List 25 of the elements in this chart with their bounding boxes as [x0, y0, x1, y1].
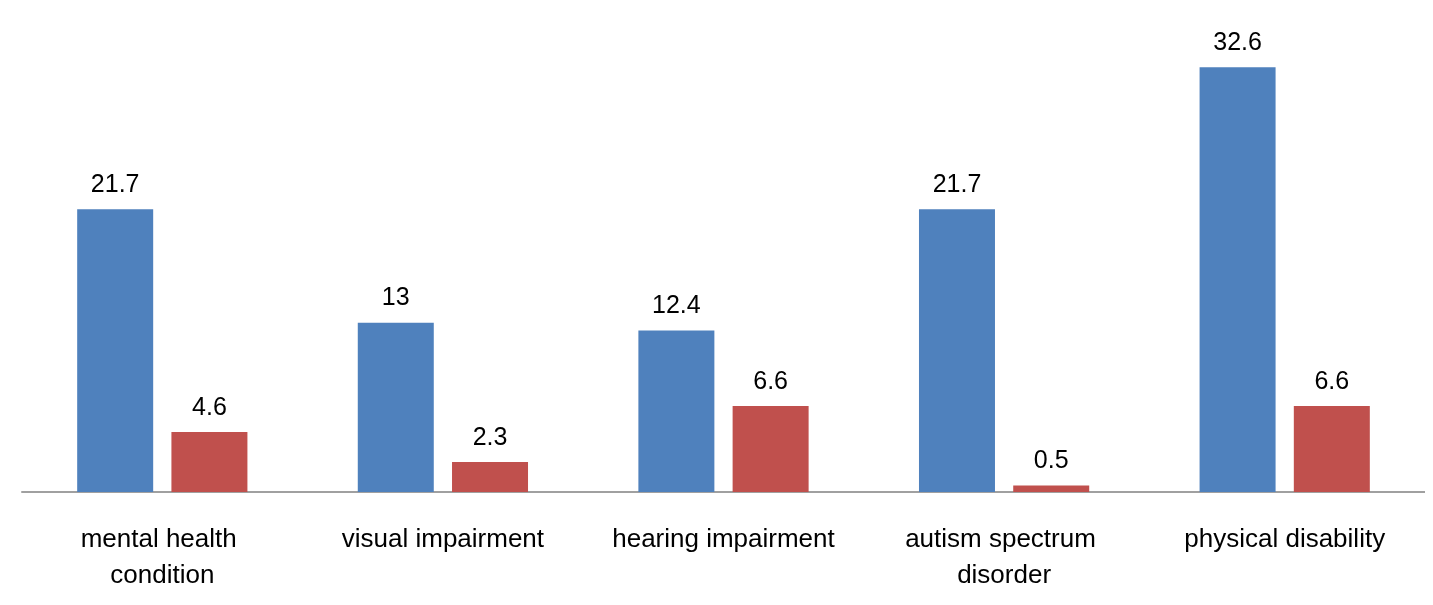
data-label: 21.7: [932, 168, 982, 197]
bar: [918, 209, 995, 492]
data-label: 21.7: [90, 168, 140, 197]
data-label: 13: [381, 282, 410, 311]
bar: [638, 330, 715, 492]
bar: [1013, 485, 1090, 492]
bar: [77, 209, 154, 492]
bar: [171, 432, 248, 492]
x-tick-label: physical disability: [1184, 523, 1386, 553]
bar: [732, 406, 809, 492]
x-tick-label: visual impairment: [341, 523, 545, 553]
data-label: 12.4: [652, 289, 701, 318]
x-tick-label: hearing impairment: [612, 523, 836, 553]
data-label: 32.6: [1213, 26, 1262, 55]
data-label: 6.6: [1314, 365, 1350, 394]
bar: [1293, 406, 1370, 492]
bar: [452, 462, 529, 492]
x-tick-label: mental health condition: [80, 523, 244, 589]
x-tick-label: autism spectrum disorder: [905, 523, 1104, 589]
data-label: 2.3: [472, 421, 508, 450]
data-label: 0.5: [1033, 444, 1069, 473]
data-label: 4.6: [192, 391, 227, 420]
bar: [357, 322, 434, 492]
bar: [1199, 67, 1276, 492]
data-label: 6.6: [753, 365, 788, 394]
